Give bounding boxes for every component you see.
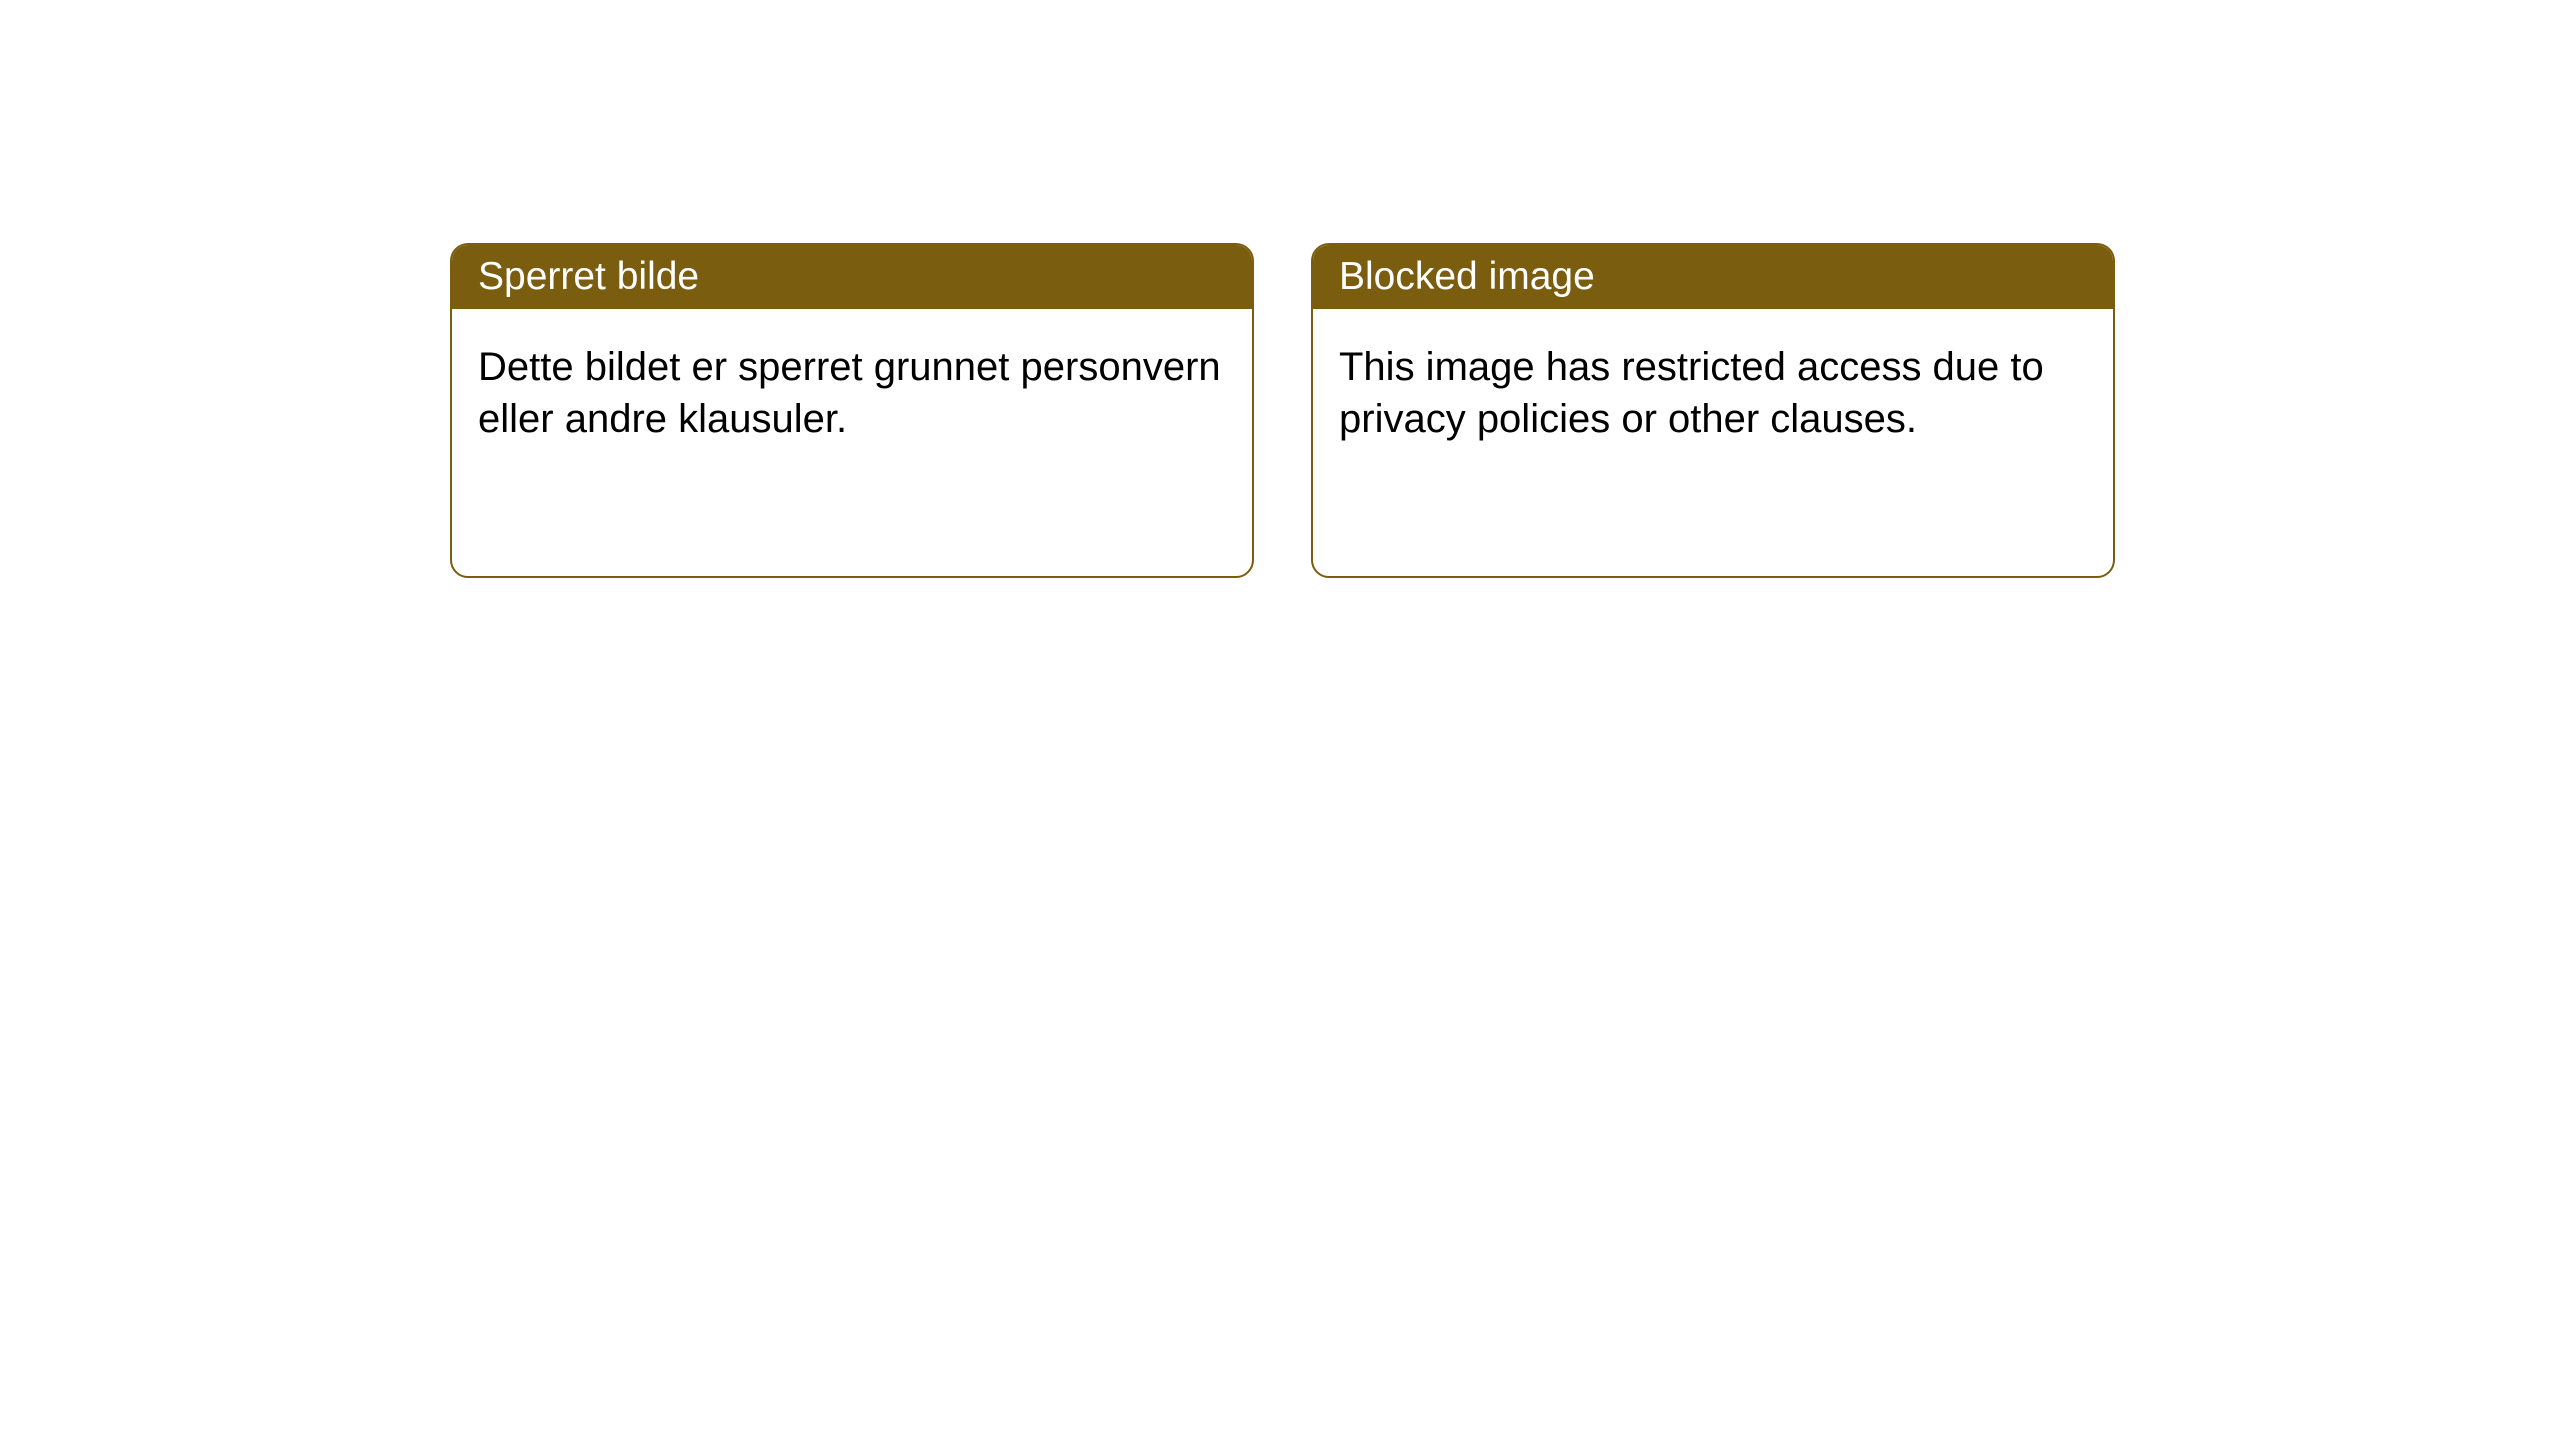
notice-title-norwegian: Sperret bilde xyxy=(452,245,1252,309)
notice-card-english: Blocked image This image has restricted … xyxy=(1311,243,2115,578)
notice-body-norwegian: Dette bildet er sperret grunnet personve… xyxy=(452,309,1252,477)
notice-card-norwegian: Sperret bilde Dette bildet er sperret gr… xyxy=(450,243,1254,578)
notice-title-english: Blocked image xyxy=(1313,245,2113,309)
notice-container: Sperret bilde Dette bildet er sperret gr… xyxy=(0,0,2560,578)
notice-body-english: This image has restricted access due to … xyxy=(1313,309,2113,477)
